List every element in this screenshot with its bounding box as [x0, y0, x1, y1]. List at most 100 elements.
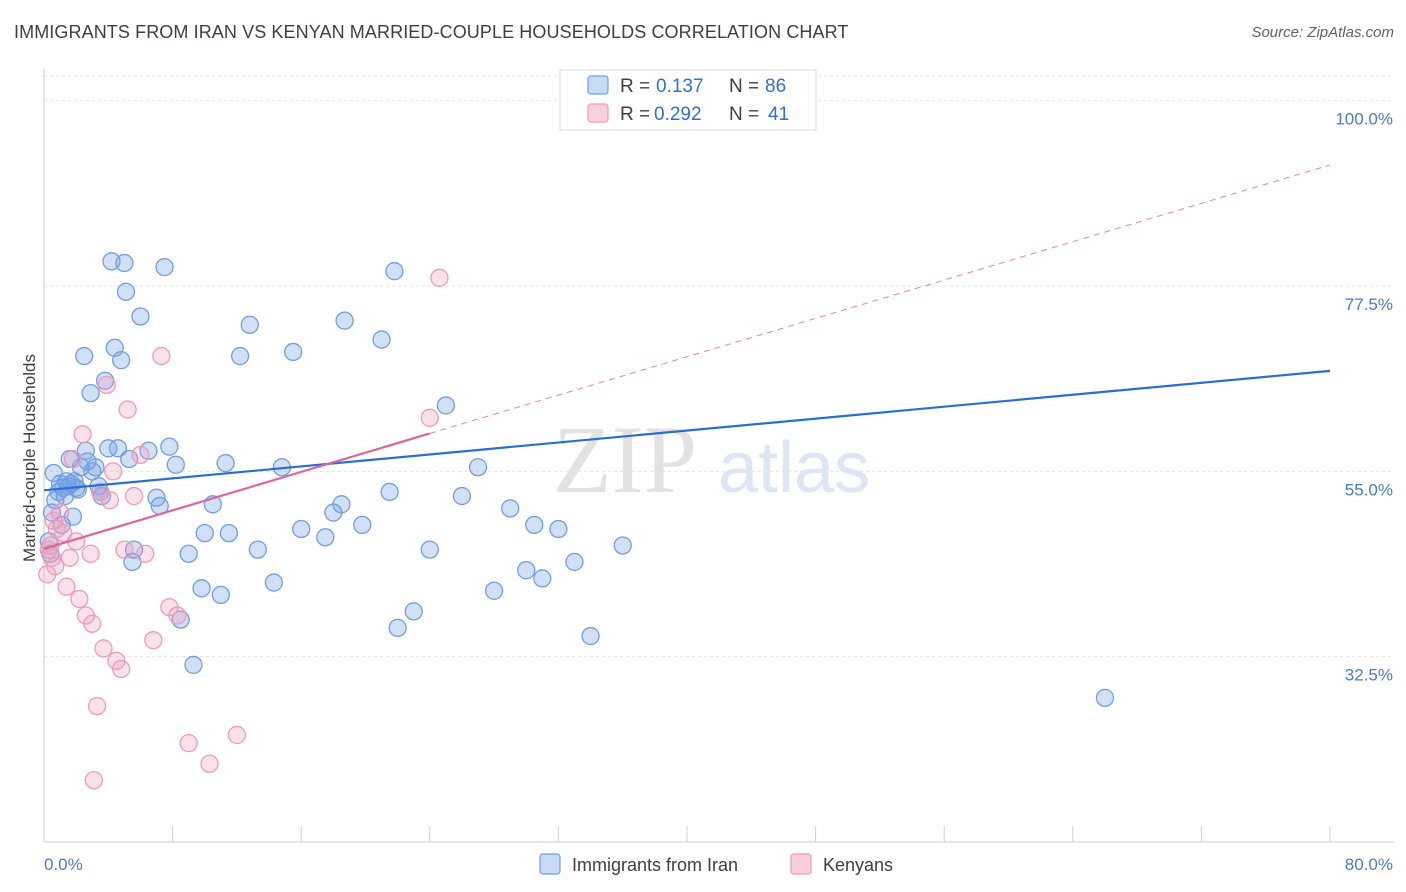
iran-point-68: [420, 540, 439, 559]
iran-point-46: [179, 544, 198, 563]
grid-lines: [44, 75, 1394, 658]
legend-n-label-iran: N =: [729, 76, 759, 97]
kenya-point-22: [97, 375, 116, 395]
kenya-point-11: [63, 449, 83, 469]
kenya-point-13: [70, 589, 89, 609]
iran-point-56: [264, 573, 284, 592]
iran-point-62: [335, 311, 354, 330]
iran-point-82: [1095, 688, 1115, 708]
kenya-point-35: [168, 606, 187, 625]
iran-point-52: [219, 523, 239, 543]
iran-point-85: [385, 262, 404, 281]
iran-point-47: [184, 655, 203, 675]
iran-point-50: [211, 585, 230, 605]
iran-point-74: [517, 561, 536, 580]
series-kenya-points: [38, 268, 449, 790]
kenya-point-30: [131, 445, 150, 465]
iran-point-70: [452, 486, 472, 506]
iran-point-44: [166, 455, 185, 474]
iran-point-81: [525, 515, 544, 535]
kenya-point-33: [152, 346, 171, 366]
iran-point-60: [316, 528, 335, 547]
iran-point-43: [160, 437, 179, 456]
iran-point-84: [195, 523, 214, 543]
iran-point-67: [404, 602, 423, 621]
iran-point-78: [581, 626, 600, 646]
kenya-point-29: [124, 486, 144, 506]
x-tick-label-1: 80.0%: [1345, 855, 1393, 874]
trend-line-kenya-extension: [429, 164, 1331, 434]
iran-point-64: [372, 330, 391, 349]
y-tick-label-2: 77.5%: [1345, 295, 1393, 314]
legend-n-value-kenya: 41: [768, 104, 789, 125]
legend-swatch-iran: [587, 75, 609, 95]
kenya-point-8: [54, 523, 73, 543]
legend-n-label-kenya: N =: [729, 104, 759, 125]
kenya-point-21: [94, 639, 113, 658]
iran-point-66: [388, 618, 407, 637]
iran-point-73: [501, 499, 520, 518]
iran-point-38: [131, 307, 150, 326]
iran-point-55: [248, 540, 267, 559]
y-tick-label-3: 100.0%: [1335, 110, 1393, 129]
kenya-point-32: [144, 631, 163, 650]
iran-point-17: [68, 480, 87, 499]
legend-r-label-iran: R =: [620, 76, 650, 97]
legend-box: R = 0.137 N = 86 R = 0.292 N = 41: [559, 69, 817, 131]
kenya-point-7: [50, 503, 70, 522]
iran-point-28: [99, 439, 118, 458]
iran-point-65: [380, 482, 399, 502]
x-tick-label-0: 0.0%: [44, 855, 83, 874]
iran-point-58: [284, 342, 303, 362]
kenya-point-26: [112, 659, 131, 679]
iran-point-69: [436, 396, 456, 415]
kenya-point-10: [60, 548, 79, 567]
axes: [43, 68, 1394, 843]
bottom-legend: Immigrants from Iran Kenyans: [539, 853, 893, 875]
y-axis-label: Married-couple Households: [20, 354, 39, 562]
kenya-point-5: [46, 556, 65, 576]
iran-point-48: [192, 579, 211, 598]
iran-point-42: [155, 257, 174, 277]
bottom-legend-label-iran: Immigrants from Iran: [572, 855, 738, 875]
watermark-zip: ZIP: [553, 406, 697, 513]
kenya-point-9: [57, 577, 76, 596]
iran-point-37: [124, 540, 144, 559]
iran-point-35: [120, 449, 139, 469]
kenya-point-24: [103, 462, 123, 481]
bottom-legend-label-kenya: Kenyans: [823, 855, 893, 875]
bottom-legend-swatch-iran: [539, 853, 561, 875]
x-tick-labels: 0.0% 80.0%: [44, 855, 1393, 874]
y-tick-labels: 32.5% 55.0% 77.5% 100.0%: [1335, 110, 1393, 685]
kenya-point-37: [200, 754, 219, 773]
legend-r-value-kenya: 0.292: [654, 104, 702, 125]
trend-lines: [43, 164, 1331, 550]
y-tick-label-0: 32.5%: [1345, 666, 1393, 685]
iran-point-19: [75, 346, 94, 366]
kenya-point-19: [87, 696, 107, 716]
iran-point-75: [533, 569, 552, 588]
kenya-point-39: [430, 268, 449, 287]
chart-source: Source: ZipAtlas.com: [1251, 24, 1394, 41]
bottom-legend-swatch-kenya: [790, 853, 812, 875]
legend-n-value-iran: 86: [765, 76, 786, 97]
kenya-point-16: [81, 544, 100, 563]
iran-point-53: [230, 346, 250, 366]
trend-line-kenya: [43, 432, 431, 550]
iran-point-80: [332, 495, 351, 514]
trend-line-iran: [43, 369, 1331, 492]
iran-point-63: [353, 515, 372, 535]
iran-point-22: [81, 383, 100, 403]
kenya-point-27: [115, 540, 134, 559]
legend-r-value-iran: 0.137: [656, 76, 704, 97]
y-tick-label-1: 55.0%: [1345, 480, 1393, 499]
iran-point-77: [565, 552, 584, 572]
kenya-point-17: [83, 614, 102, 633]
iran-point-3: [44, 463, 63, 483]
legend-r-label-kenya: R =: [620, 104, 650, 125]
iran-point-72: [484, 581, 504, 600]
iran-point-71: [468, 458, 488, 477]
iran-point-32: [112, 351, 131, 370]
iran-point-54: [240, 315, 259, 334]
legend-swatch-kenya: [587, 103, 609, 123]
